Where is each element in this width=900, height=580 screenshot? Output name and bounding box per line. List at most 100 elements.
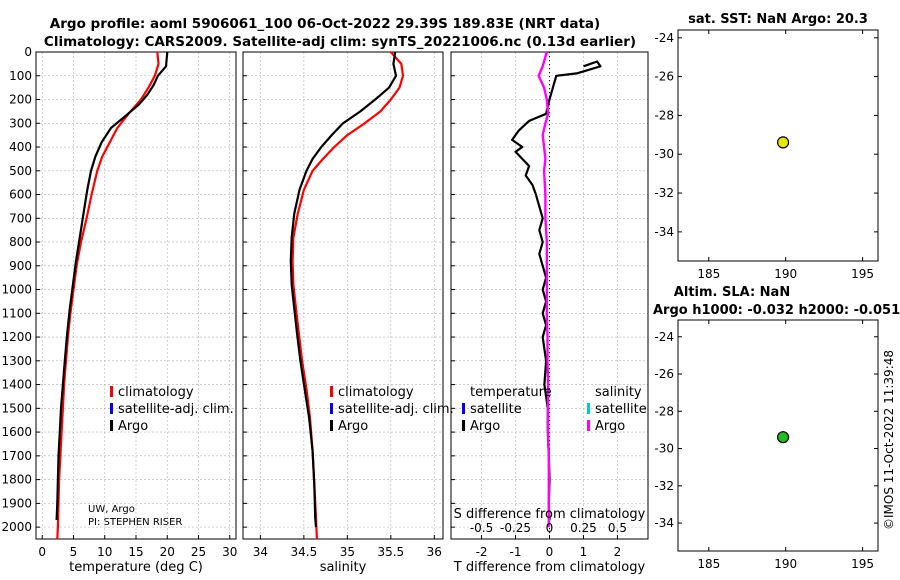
temperature-xtick-label: 20 (160, 545, 175, 559)
difference-salinity-legend-label: satellite (595, 402, 647, 417)
sla-map-title: Altim. SLA: NaN (674, 285, 790, 300)
temperature-ytick-label: 1800 (1, 473, 32, 487)
temperature-ytick-label: 900 (9, 259, 32, 273)
temperature-climatology-line (56, 51, 160, 540)
header-line1: Argo profile: aoml 5906061_100 06-Oct-20… (50, 16, 600, 32)
temperature-xlabel: temperature (deg C) (69, 560, 203, 575)
difference-x2label: S difference from climatology (454, 507, 646, 522)
difference-xtick-label: -1 (510, 545, 522, 559)
temperature-xtick-label: 30 (222, 545, 237, 559)
sla-map-subtitle: Argo h1000: -0.032 h2000: -0.051 (653, 303, 900, 318)
temperature-ytick-label: 200 (9, 93, 32, 107)
temperature-ytick-label: 400 (9, 140, 32, 154)
temperature-ytick-label: 700 (9, 211, 32, 225)
temperature-xtick-label: 10 (97, 545, 112, 559)
temperature-ytick-label: 1500 (1, 401, 32, 415)
sst_map-ytick-label: -30 (654, 147, 674, 161)
credit-line2: PI: STEPHEN RISER (88, 517, 182, 528)
sla_map-argo-marker (776, 431, 790, 444)
temperature-ytick-label: 500 (9, 164, 32, 178)
salinity-legend-swatch (330, 403, 333, 414)
difference-temperature-line (511, 60, 602, 521)
sla_map-ytick-label: -28 (654, 404, 674, 418)
temperature-ytick-label: 1700 (1, 449, 32, 463)
temperature-ytick-label: 1600 (1, 425, 32, 439)
difference-salinity-legend-label: Argo (595, 419, 625, 434)
difference-xtick-label: 2 (614, 545, 622, 559)
sst_map-ytick-label: -24 (654, 31, 674, 45)
difference-xtick-label: -2 (476, 545, 488, 559)
header-line2: Climatology: CARS2009. Satellite-adj cli… (44, 34, 636, 50)
salinity-xtick-label: 34 (253, 545, 268, 559)
difference-x2tick-label: -0.25 (500, 521, 531, 535)
salinity-legend-label: satellite-adj. clim. (338, 402, 454, 417)
difference-temperature-legend-label: temperature (470, 385, 552, 400)
difference-salinity-line (537, 51, 550, 528)
temperature-legend-swatch (110, 403, 113, 414)
sst_map-ytick-label: -28 (654, 108, 674, 122)
sst_map-ytick-label: -34 (654, 225, 674, 239)
difference-xtick-label: 1 (580, 545, 588, 559)
salinity-xtick-label: 34.5 (291, 545, 318, 559)
sst_map-frame (677, 29, 879, 262)
difference-salinity-legend-label: salinity (595, 385, 642, 400)
salinity-xlabel: salinity (320, 560, 367, 575)
sla_map-xtick-label: 185 (697, 557, 720, 571)
temperature-legend-swatch (110, 420, 113, 431)
temperature-legend-label: Argo (118, 419, 148, 434)
sst_map-ytick-label: -32 (654, 186, 674, 200)
sla_map-ytick-label: -26 (654, 367, 674, 381)
sla_map-xtick-label: 195 (851, 557, 874, 571)
salinity-xtick-label: 35 (340, 545, 355, 559)
difference-temperature-legend-label: Argo (470, 419, 500, 434)
temperature-ytick-label: 1900 (1, 496, 32, 510)
temperature-ytick-label: 300 (9, 116, 32, 130)
temperature-ytick-label: 1100 (1, 306, 32, 320)
imos-timestamp: ©IMOS 11-Oct-2022 11:39:48 (882, 350, 896, 530)
difference-temperature-legend-label: satellite (470, 402, 522, 417)
salinity-legend-swatch (330, 420, 333, 431)
temperature-legend-label: satellite-adj. clim. (118, 402, 234, 417)
sst_map-argo-marker (776, 136, 790, 149)
difference-temperature-legend-swatch (462, 420, 465, 431)
salinity-legend-label: Argo (338, 419, 368, 434)
temperature-legend-label: climatology (118, 385, 194, 400)
sst-map-title: sat. SST: NaN Argo: 20.3 (688, 12, 868, 27)
temperature-ytick-label: 1300 (1, 354, 32, 368)
temperature-ytick-label: 1000 (1, 283, 32, 297)
difference-xlabel: T difference from climatology (453, 560, 646, 575)
temperature-ytick-label: 1200 (1, 330, 32, 344)
sla_map-ytick-label: -30 (654, 442, 674, 456)
temperature-xtick-label: 15 (128, 545, 143, 559)
temperature-legend-swatch (110, 386, 113, 397)
difference-salinity-legend-swatch (587, 420, 590, 431)
difference-x2tick-label: -0.5 (470, 521, 493, 535)
salinity-legend-label: climatology (338, 385, 414, 400)
temperature-ytick-label: 1400 (1, 378, 32, 392)
temperature-ytick-label: 800 (9, 235, 32, 249)
difference-x2tick-label: 0.25 (570, 521, 597, 535)
temperature-argo-line (55, 51, 169, 521)
sst_map-xtick-label: 195 (851, 267, 874, 281)
difference-x2tick-label: 0.5 (608, 521, 627, 535)
temperature-ytick-label: 0 (24, 45, 32, 59)
credit-line1: UW, Argo (88, 504, 135, 515)
difference-temperature-legend-swatch (462, 386, 465, 397)
sla_map-xtick-label: 190 (774, 557, 797, 571)
sla_map-frame (677, 319, 879, 552)
sst_map-ytick-label: -26 (654, 70, 674, 84)
temperature-xtick-label: 5 (70, 545, 78, 559)
temperature-ytick-label: 100 (9, 69, 32, 83)
salinity-legend-swatch (330, 386, 333, 397)
sla_map-ytick-label: -24 (654, 330, 674, 344)
difference-xtick-label: 0 (546, 545, 554, 559)
difference-x2tick-label: 0 (546, 521, 554, 535)
sst_map-xtick-label: 190 (774, 267, 797, 281)
salinity-xtick-label: 36 (427, 545, 442, 559)
salinity-climatology-line (291, 51, 405, 540)
difference-salinity-legend-swatch (587, 403, 590, 414)
temperature-xtick-label: 0 (38, 545, 46, 559)
sla_map-ytick-label: -32 (654, 479, 674, 493)
difference-salinity-legend-swatch (587, 386, 590, 397)
